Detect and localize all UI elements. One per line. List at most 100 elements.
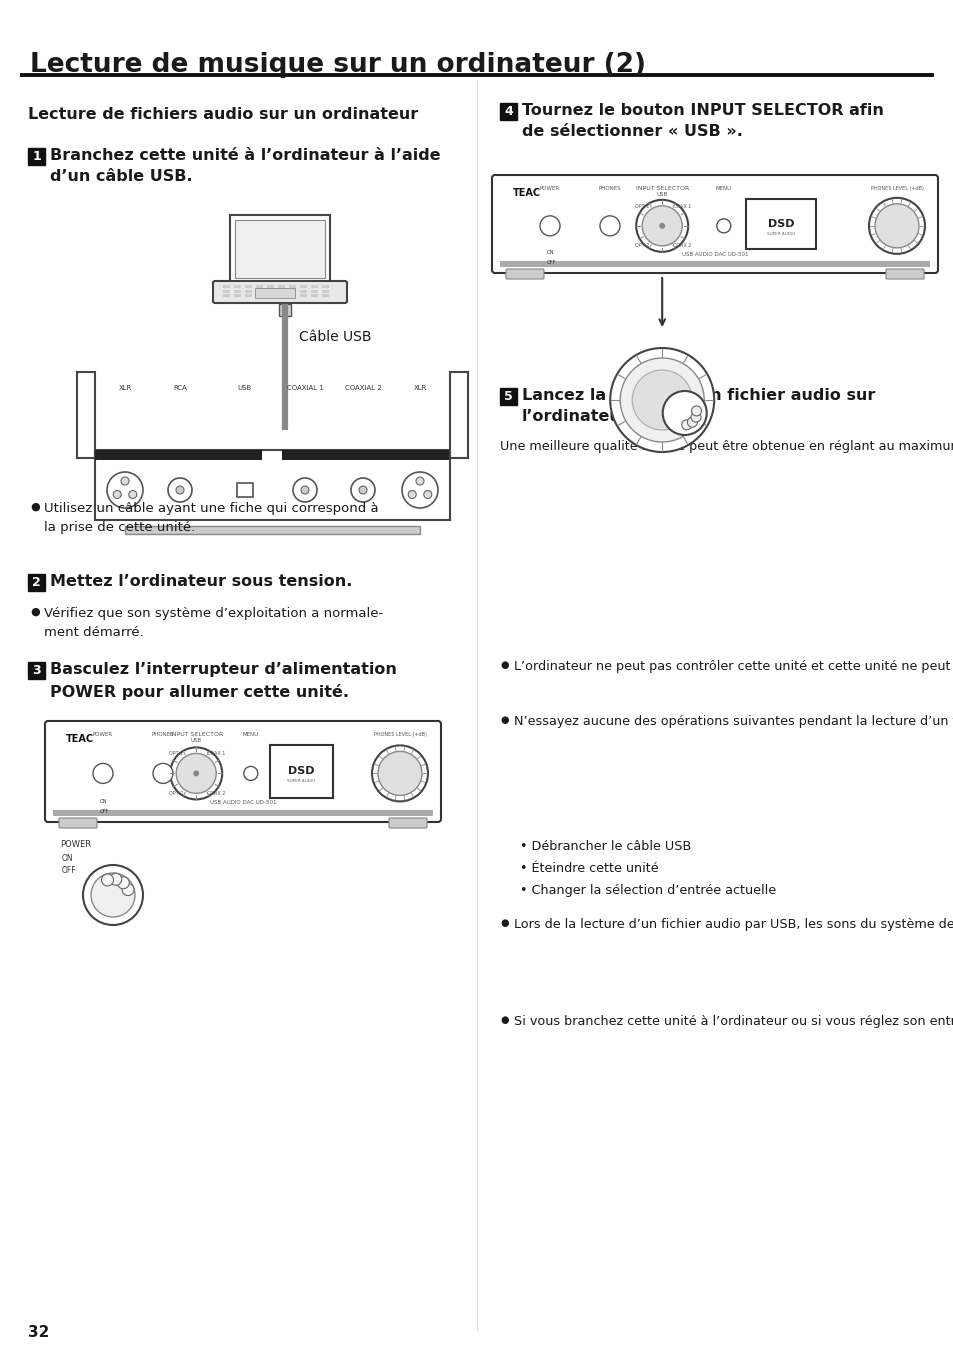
Bar xyxy=(255,285,263,288)
Text: TEAC: TEAC xyxy=(66,734,94,744)
Bar xyxy=(322,294,329,297)
Circle shape xyxy=(152,763,172,783)
Bar xyxy=(233,294,241,297)
Circle shape xyxy=(244,767,257,780)
Bar xyxy=(270,745,333,798)
Circle shape xyxy=(170,748,222,799)
Text: PHONES LEVEL (+dB): PHONES LEVEL (+dB) xyxy=(374,732,426,737)
Bar xyxy=(311,285,317,288)
Bar xyxy=(223,289,230,293)
Text: COAX 2: COAX 2 xyxy=(207,791,225,795)
Text: OFF: OFF xyxy=(546,261,556,265)
Circle shape xyxy=(117,876,130,888)
Circle shape xyxy=(83,865,143,925)
Text: Lecture de musique sur un ordinateur (2): Lecture de musique sur un ordinateur (2) xyxy=(30,53,645,78)
Bar xyxy=(277,294,285,297)
Bar xyxy=(499,103,517,120)
Bar xyxy=(299,294,307,297)
Text: POWER: POWER xyxy=(539,186,559,190)
Text: XLR: XLR xyxy=(118,385,132,391)
Circle shape xyxy=(122,883,133,895)
Text: PHONES: PHONES xyxy=(152,732,174,737)
Text: Mettez l’ordinateur sous tension.: Mettez l’ordinateur sous tension. xyxy=(50,574,352,589)
Bar xyxy=(289,285,295,288)
Bar xyxy=(267,289,274,293)
Circle shape xyxy=(868,198,924,254)
Bar xyxy=(267,294,274,297)
Bar xyxy=(277,289,285,293)
Text: USB AUDIO DAC UD-501: USB AUDIO DAC UD-501 xyxy=(681,251,747,256)
Text: COAX 1: COAX 1 xyxy=(672,204,691,208)
Text: POWER: POWER xyxy=(60,840,91,849)
Bar xyxy=(255,294,263,297)
Text: OFF: OFF xyxy=(100,809,110,814)
Bar xyxy=(28,574,45,591)
Text: Branchez cette unité à l’ordinateur à l’aide
d’un câble USB.: Branchez cette unité à l’ordinateur à l’… xyxy=(50,148,440,184)
Text: POWER: POWER xyxy=(92,732,113,737)
Bar xyxy=(277,285,285,288)
Text: ψ: ψ xyxy=(282,305,288,315)
Text: TEAC: TEAC xyxy=(513,188,540,198)
Text: MENU: MENU xyxy=(242,732,258,737)
Bar xyxy=(322,289,329,293)
Text: Lecture de fichiers audio sur un ordinateur: Lecture de fichiers audio sur un ordinat… xyxy=(28,107,417,122)
Text: COAXIAL 1: COAXIAL 1 xyxy=(286,385,323,391)
Circle shape xyxy=(92,763,112,783)
FancyBboxPatch shape xyxy=(505,269,543,279)
Bar xyxy=(499,261,929,267)
Bar xyxy=(311,294,317,297)
Bar xyxy=(233,285,241,288)
Bar xyxy=(223,285,230,288)
Circle shape xyxy=(101,873,113,886)
Circle shape xyxy=(168,478,192,502)
Text: COAX 1: COAX 1 xyxy=(207,751,225,756)
Bar xyxy=(255,289,263,293)
Text: MENU: MENU xyxy=(715,186,731,190)
Bar xyxy=(289,289,295,293)
Circle shape xyxy=(716,219,730,232)
Bar xyxy=(499,387,517,405)
Circle shape xyxy=(659,223,664,230)
Circle shape xyxy=(110,873,122,886)
FancyBboxPatch shape xyxy=(59,818,97,828)
Bar xyxy=(53,810,433,815)
Circle shape xyxy=(691,406,700,416)
Text: ON: ON xyxy=(62,855,73,863)
Circle shape xyxy=(599,216,619,236)
Circle shape xyxy=(632,370,692,431)
Text: SUPER AUDIO: SUPER AUDIO xyxy=(287,779,315,783)
Text: USB: USB xyxy=(237,385,252,391)
Circle shape xyxy=(401,472,437,508)
Circle shape xyxy=(113,490,121,498)
Text: RCA: RCA xyxy=(172,385,187,391)
Text: DSD: DSD xyxy=(767,219,794,230)
Circle shape xyxy=(662,392,706,435)
Text: • Éteindre cette unité: • Éteindre cette unité xyxy=(519,863,658,875)
Text: LINE OUT: LINE OUT xyxy=(168,441,197,447)
Circle shape xyxy=(293,478,316,502)
Text: COAXIAL 2: COAXIAL 2 xyxy=(344,385,381,391)
Text: ●: ● xyxy=(30,608,40,617)
Circle shape xyxy=(619,358,703,441)
Text: Câble USB: Câble USB xyxy=(298,329,371,344)
Circle shape xyxy=(351,478,375,502)
Circle shape xyxy=(358,486,367,494)
Text: PHONES LEVEL (+dB): PHONES LEVEL (+dB) xyxy=(870,186,923,190)
Circle shape xyxy=(193,771,199,776)
Text: L’ordinateur ne peut pas contrôler cette unité et cette unité ne peut pas contrô: L’ordinateur ne peut pas contrôler cette… xyxy=(514,660,953,674)
Text: INPUT SELECTOR: INPUT SELECTOR xyxy=(635,186,688,190)
Text: OPT 1: OPT 1 xyxy=(635,204,649,208)
Bar xyxy=(223,294,230,297)
Text: Si vous branchez cette unité à l’ordinateur ou si vous réglez son entrée sur « U: Si vous branchez cette unité à l’ordinat… xyxy=(514,1015,953,1027)
Circle shape xyxy=(377,752,421,795)
Bar xyxy=(278,304,291,316)
Text: Lors de la lecture d’un fichier audio par USB, les sons du système de l’ordinate: Lors de la lecture d’un fichier audio pa… xyxy=(514,918,953,932)
Text: Vérifiez que son système d’exploitation a normale-
ment démarré.: Vérifiez que son système d’exploitation … xyxy=(44,608,383,639)
Circle shape xyxy=(641,205,681,246)
Text: XLR: XLR xyxy=(413,385,426,391)
Text: ●: ● xyxy=(499,918,508,927)
Text: • Débrancher le câble USB: • Débrancher le câble USB xyxy=(519,840,691,853)
Bar xyxy=(125,526,419,535)
Circle shape xyxy=(416,477,423,485)
Text: ●: ● xyxy=(30,502,40,512)
